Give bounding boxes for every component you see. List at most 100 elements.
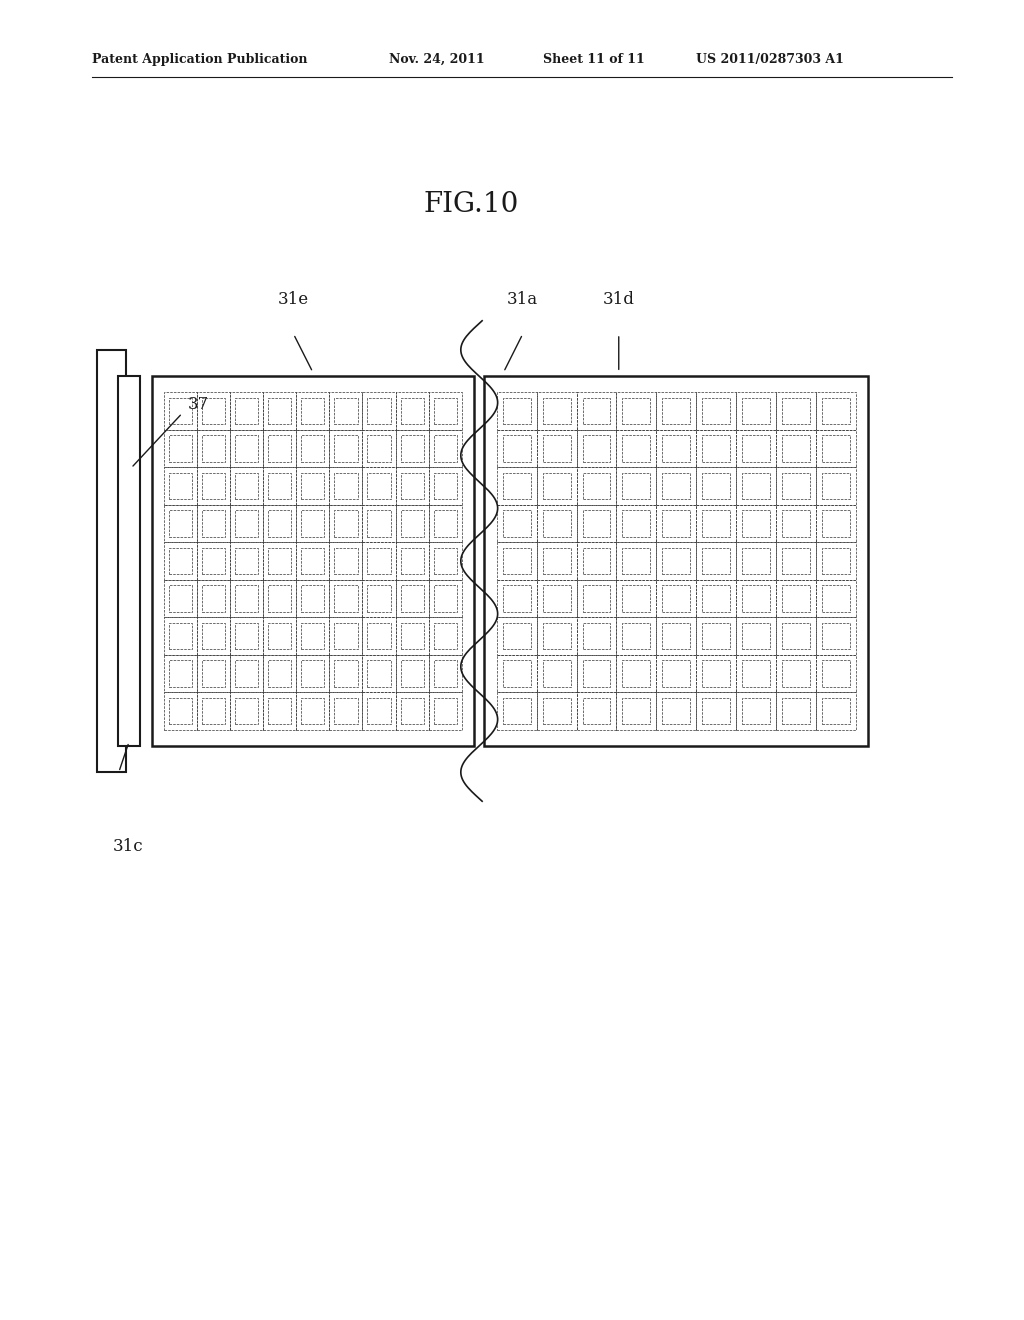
Bar xyxy=(400,548,424,574)
Bar xyxy=(782,660,810,686)
Bar xyxy=(776,543,816,579)
Bar xyxy=(776,467,816,504)
Bar xyxy=(263,429,296,467)
Bar xyxy=(395,467,429,504)
Bar xyxy=(776,693,816,730)
Bar xyxy=(822,660,850,686)
Bar xyxy=(236,698,258,725)
Bar xyxy=(268,511,291,537)
Bar xyxy=(663,548,690,574)
Bar xyxy=(822,585,850,611)
Bar xyxy=(202,548,225,574)
Bar xyxy=(429,392,462,429)
Bar xyxy=(296,504,330,543)
Bar xyxy=(236,548,258,574)
Bar xyxy=(497,579,537,618)
Bar xyxy=(696,504,736,543)
Bar xyxy=(656,655,696,693)
Bar xyxy=(782,473,810,499)
Bar xyxy=(335,473,357,499)
Bar xyxy=(736,543,776,579)
Bar xyxy=(577,467,616,504)
Bar xyxy=(268,623,291,649)
Bar xyxy=(296,655,330,693)
Bar xyxy=(623,436,650,462)
Bar xyxy=(368,548,390,574)
Bar xyxy=(702,585,730,611)
Bar xyxy=(663,698,690,725)
Bar xyxy=(702,397,730,424)
Bar xyxy=(368,397,390,424)
Text: Patent Application Publication: Patent Application Publication xyxy=(92,53,307,66)
Bar xyxy=(537,655,577,693)
Bar xyxy=(263,504,296,543)
Bar xyxy=(816,579,856,618)
Text: Nov. 24, 2011: Nov. 24, 2011 xyxy=(389,53,484,66)
Bar xyxy=(623,660,650,686)
Bar xyxy=(583,473,610,499)
Bar xyxy=(335,660,357,686)
Bar xyxy=(736,655,776,693)
Bar xyxy=(330,579,362,618)
Bar xyxy=(583,585,610,611)
Bar xyxy=(230,467,263,504)
Bar xyxy=(822,473,850,499)
Bar xyxy=(268,397,291,424)
Bar xyxy=(169,698,191,725)
Bar xyxy=(616,655,656,693)
Bar xyxy=(236,436,258,462)
Bar xyxy=(736,392,776,429)
Bar xyxy=(497,467,537,504)
Bar xyxy=(395,504,429,543)
Bar xyxy=(164,429,197,467)
Bar xyxy=(236,511,258,537)
Bar xyxy=(395,655,429,693)
Bar xyxy=(197,392,230,429)
Bar xyxy=(202,623,225,649)
Bar xyxy=(822,548,850,574)
Bar xyxy=(301,660,325,686)
Bar xyxy=(169,473,191,499)
Bar xyxy=(400,660,424,686)
Bar xyxy=(543,473,570,499)
Bar xyxy=(822,511,850,537)
Bar xyxy=(776,392,816,429)
Bar xyxy=(497,655,537,693)
Bar xyxy=(577,655,616,693)
Bar xyxy=(362,467,395,504)
Bar xyxy=(776,504,816,543)
Bar xyxy=(429,429,462,467)
Bar xyxy=(822,698,850,725)
Bar xyxy=(400,473,424,499)
Bar xyxy=(623,397,650,424)
Bar xyxy=(429,543,462,579)
Bar xyxy=(330,392,362,429)
Bar xyxy=(434,397,457,424)
Bar xyxy=(301,473,325,499)
Bar xyxy=(742,660,770,686)
Bar xyxy=(497,693,537,730)
Bar xyxy=(816,693,856,730)
Bar xyxy=(330,693,362,730)
Bar xyxy=(395,543,429,579)
Bar xyxy=(197,543,230,579)
Bar xyxy=(742,397,770,424)
Text: 31d: 31d xyxy=(603,290,635,308)
Bar xyxy=(484,376,868,746)
Bar xyxy=(702,660,730,686)
Bar xyxy=(577,693,616,730)
Bar xyxy=(816,655,856,693)
Bar xyxy=(616,579,656,618)
Bar xyxy=(236,473,258,499)
Bar xyxy=(169,436,191,462)
Bar xyxy=(543,397,570,424)
Bar xyxy=(656,693,696,730)
Bar xyxy=(395,429,429,467)
Bar xyxy=(537,392,577,429)
Bar xyxy=(623,473,650,499)
Bar xyxy=(497,504,537,543)
Bar xyxy=(230,429,263,467)
Bar xyxy=(296,429,330,467)
Bar xyxy=(362,504,395,543)
Bar xyxy=(742,623,770,649)
